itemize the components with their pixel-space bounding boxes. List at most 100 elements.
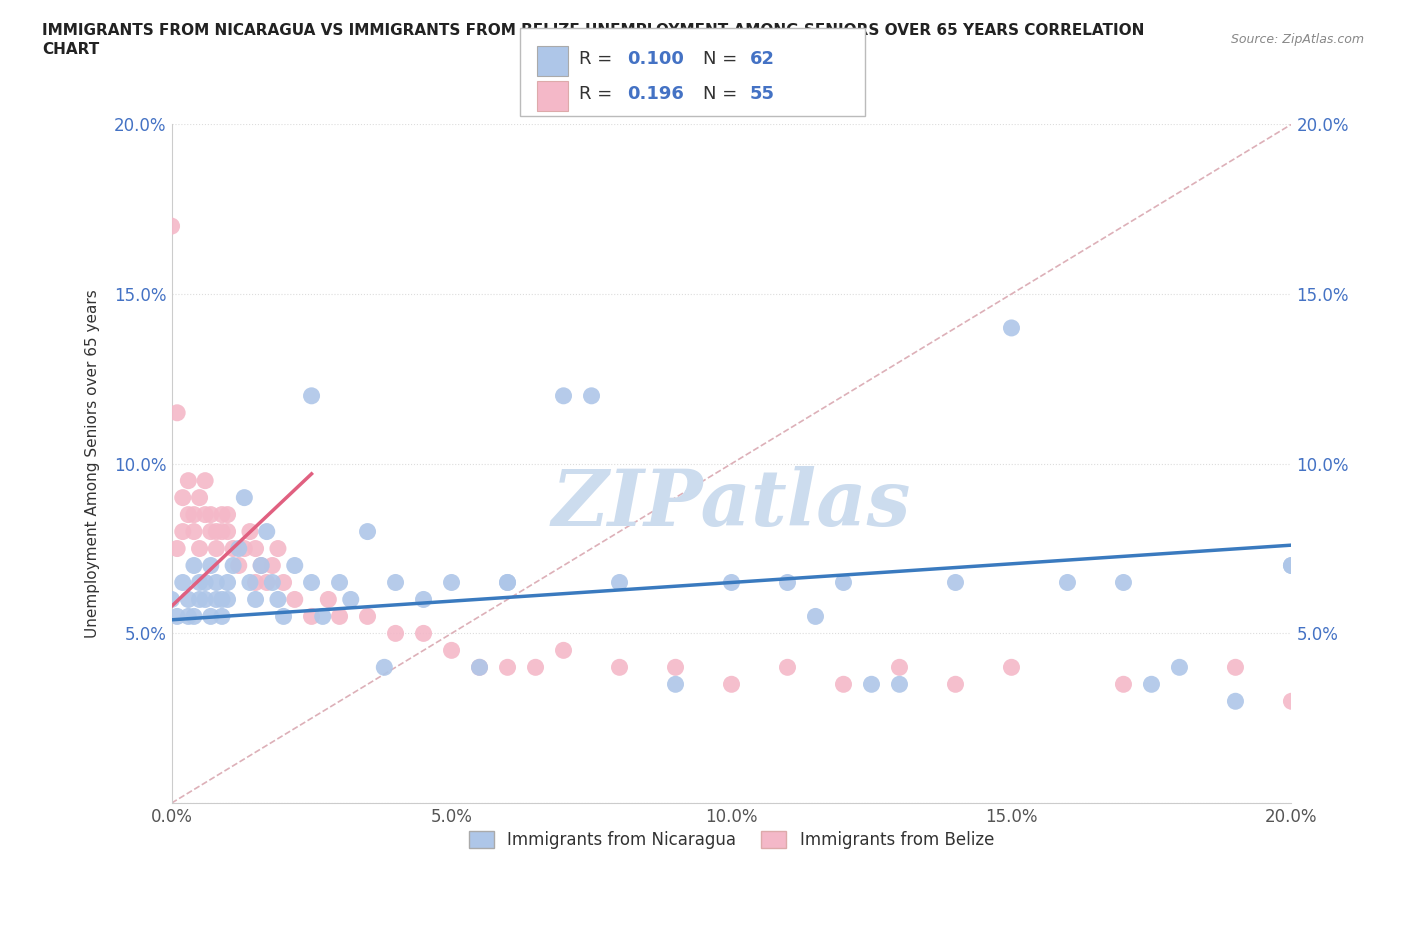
Point <box>609 575 631 590</box>
Point <box>172 575 194 590</box>
Point <box>217 507 239 522</box>
Point <box>183 609 205 624</box>
Point <box>664 660 686 675</box>
Point <box>166 609 188 624</box>
Point <box>1168 660 1191 675</box>
Point <box>468 660 491 675</box>
Point <box>211 507 233 522</box>
Point <box>262 575 284 590</box>
Point <box>496 575 519 590</box>
Point <box>412 626 434 641</box>
Point <box>301 389 323 404</box>
Text: CHART: CHART <box>42 42 100 57</box>
Point <box>373 660 395 675</box>
Point <box>524 660 547 675</box>
Point <box>194 507 217 522</box>
Point <box>1112 575 1135 590</box>
Point <box>160 219 183 233</box>
Point <box>200 507 222 522</box>
Text: 62: 62 <box>749 50 775 68</box>
Point <box>177 507 200 522</box>
Point <box>188 575 211 590</box>
Text: N =: N = <box>703 86 742 103</box>
Point <box>183 558 205 573</box>
Point <box>312 609 335 624</box>
Point <box>384 575 406 590</box>
Text: R =: R = <box>579 86 619 103</box>
Point <box>267 541 290 556</box>
Point <box>222 558 245 573</box>
Point <box>194 473 217 488</box>
Point <box>468 660 491 675</box>
Text: ZIPatlas: ZIPatlas <box>551 466 911 543</box>
Point <box>1056 575 1078 590</box>
Point <box>183 507 205 522</box>
Point <box>188 592 211 607</box>
Point <box>200 525 222 539</box>
Legend: Immigrants from Nicaragua, Immigrants from Belize: Immigrants from Nicaragua, Immigrants fr… <box>463 824 1001 856</box>
Point <box>233 541 256 556</box>
Point <box>945 677 967 692</box>
Point <box>356 609 378 624</box>
Text: 55: 55 <box>749 86 775 103</box>
Point <box>245 575 267 590</box>
Point <box>284 558 307 573</box>
Point <box>233 490 256 505</box>
Point <box>228 558 250 573</box>
Point <box>284 592 307 607</box>
Point <box>239 575 262 590</box>
Point <box>1225 694 1247 709</box>
Text: R =: R = <box>579 50 619 68</box>
Point <box>581 389 603 404</box>
Point <box>228 541 250 556</box>
Point <box>273 609 295 624</box>
Point <box>1000 321 1022 336</box>
Text: 0.100: 0.100 <box>627 50 683 68</box>
Point <box>211 592 233 607</box>
Point <box>239 525 262 539</box>
Point <box>205 525 228 539</box>
Point <box>200 558 222 573</box>
Point <box>301 575 323 590</box>
Point <box>256 575 278 590</box>
Point <box>496 660 519 675</box>
Y-axis label: Unemployment Among Seniors over 65 years: Unemployment Among Seniors over 65 years <box>86 289 100 638</box>
Point <box>194 575 217 590</box>
Point <box>262 558 284 573</box>
Point <box>183 525 205 539</box>
Point <box>200 609 222 624</box>
Point <box>211 525 233 539</box>
Point <box>172 490 194 505</box>
Point <box>720 575 742 590</box>
Point <box>496 575 519 590</box>
Point <box>440 575 463 590</box>
Point <box>832 575 855 590</box>
Point <box>1281 694 1303 709</box>
Point <box>776 660 799 675</box>
Point <box>1281 558 1303 573</box>
Point <box>776 575 799 590</box>
Point <box>720 677 742 692</box>
Point <box>1140 677 1163 692</box>
Text: Source: ZipAtlas.com: Source: ZipAtlas.com <box>1230 33 1364 46</box>
Point <box>177 592 200 607</box>
Point <box>301 609 323 624</box>
Point <box>166 541 188 556</box>
Point <box>553 389 575 404</box>
Point <box>553 643 575 658</box>
Point <box>664 677 686 692</box>
Point <box>267 592 290 607</box>
Point <box>250 558 273 573</box>
Point <box>1112 677 1135 692</box>
Point <box>1225 660 1247 675</box>
Point <box>245 592 267 607</box>
Point <box>889 660 911 675</box>
Point <box>194 592 217 607</box>
Point <box>166 405 188 420</box>
Point <box>384 626 406 641</box>
Point <box>804 609 827 624</box>
Point <box>250 558 273 573</box>
Point <box>188 541 211 556</box>
Text: N =: N = <box>703 50 742 68</box>
Point <box>177 473 200 488</box>
